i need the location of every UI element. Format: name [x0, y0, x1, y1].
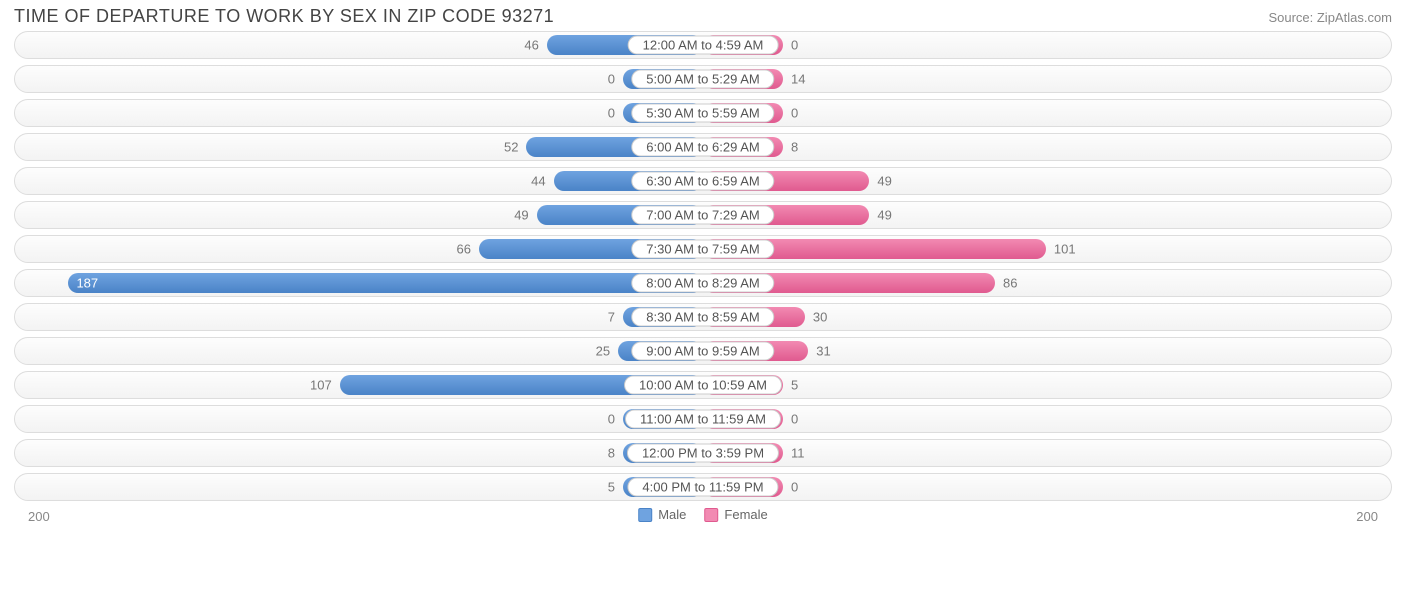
male-value: 44 [531, 174, 545, 189]
female-value: 0 [791, 38, 798, 53]
row-label: 8:00 AM to 8:29 AM [631, 274, 774, 293]
chart-row: 52 8 6:00 AM to 6:29 AM [14, 133, 1392, 161]
row-label: 12:00 AM to 4:59 AM [628, 36, 779, 55]
row-label: 7:00 AM to 7:29 AM [631, 206, 774, 225]
male-value: 66 [456, 242, 470, 257]
female-value: 0 [791, 412, 798, 427]
female-value: 14 [791, 72, 805, 87]
male-value: 5 [608, 480, 615, 495]
chart-row: 187 86 8:00 AM to 8:29 AM [14, 269, 1392, 297]
chart-row: 107 5 10:00 AM to 10:59 AM [14, 371, 1392, 399]
male-value: 25 [596, 344, 610, 359]
chart-footer: 200 Male Female 200 [0, 507, 1406, 535]
male-value: 8 [608, 446, 615, 461]
legend-male-label: Male [658, 507, 686, 522]
male-bar [68, 273, 703, 293]
legend: Male Female [638, 507, 768, 522]
female-value: 11 [791, 446, 805, 461]
male-swatch-icon [638, 508, 652, 522]
chart-row: 46 0 12:00 AM to 4:59 AM [14, 31, 1392, 59]
axis-label-right: 200 [1356, 509, 1378, 524]
female-value: 49 [877, 208, 891, 223]
female-value: 5 [791, 378, 798, 393]
female-swatch-icon [704, 508, 718, 522]
chart-source: Source: ZipAtlas.com [1268, 10, 1392, 25]
chart-header: TIME OF DEPARTURE TO WORK BY SEX IN ZIP … [0, 0, 1406, 31]
chart-row: 44 49 6:30 AM to 6:59 AM [14, 167, 1392, 195]
row-label: 7:30 AM to 7:59 AM [631, 240, 774, 259]
row-label: 6:00 AM to 6:29 AM [631, 138, 774, 157]
row-label: 10:00 AM to 10:59 AM [624, 376, 782, 395]
legend-item-female: Female [704, 507, 767, 522]
female-value: 49 [877, 174, 891, 189]
female-value: 86 [1003, 276, 1017, 291]
chart-row: 25 31 9:00 AM to 9:59 AM [14, 337, 1392, 365]
row-label: 6:30 AM to 6:59 AM [631, 172, 774, 191]
chart-area: 46 0 12:00 AM to 4:59 AM 0 14 5:00 AM to 5:29… [0, 31, 1406, 501]
female-value: 31 [816, 344, 830, 359]
chart-row: 66 101 7:30 AM to 7:59 AM [14, 235, 1392, 263]
chart-row: 0 0 11:00 AM to 11:59 AM [14, 405, 1392, 433]
row-label: 5:00 AM to 5:29 AM [631, 70, 774, 89]
legend-female-label: Female [724, 507, 767, 522]
female-value: 101 [1054, 242, 1076, 257]
legend-item-male: Male [638, 507, 686, 522]
male-value: 0 [608, 412, 615, 427]
female-value: 8 [791, 140, 798, 155]
male-value: 187 [76, 276, 98, 291]
axis-label-left: 200 [28, 509, 50, 524]
row-label: 5:30 AM to 5:59 AM [631, 104, 774, 123]
chart-row: 5 0 4:00 PM to 11:59 PM [14, 473, 1392, 501]
male-value: 0 [608, 72, 615, 87]
male-value: 52 [504, 140, 518, 155]
row-label: 9:00 AM to 9:59 AM [631, 342, 774, 361]
row-label: 12:00 PM to 3:59 PM [627, 444, 779, 463]
male-value: 7 [608, 310, 615, 325]
chart-row: 7 30 8:30 AM to 8:59 AM [14, 303, 1392, 331]
male-value: 107 [310, 378, 332, 393]
chart-row: 0 14 5:00 AM to 5:29 AM [14, 65, 1392, 93]
male-value: 46 [524, 38, 538, 53]
row-label: 11:00 AM to 11:59 AM [625, 410, 781, 429]
chart-row: 0 0 5:30 AM to 5:59 AM [14, 99, 1392, 127]
female-value: 0 [791, 106, 798, 121]
chart-title: TIME OF DEPARTURE TO WORK BY SEX IN ZIP … [14, 6, 554, 27]
female-value: 30 [813, 310, 827, 325]
row-label: 4:00 PM to 11:59 PM [627, 478, 778, 497]
male-value: 49 [514, 208, 528, 223]
female-value: 0 [791, 480, 798, 495]
male-value: 0 [608, 106, 615, 121]
chart-row: 49 49 7:00 AM to 7:29 AM [14, 201, 1392, 229]
row-label: 8:30 AM to 8:59 AM [631, 308, 774, 327]
chart-row: 8 11 12:00 PM to 3:59 PM [14, 439, 1392, 467]
